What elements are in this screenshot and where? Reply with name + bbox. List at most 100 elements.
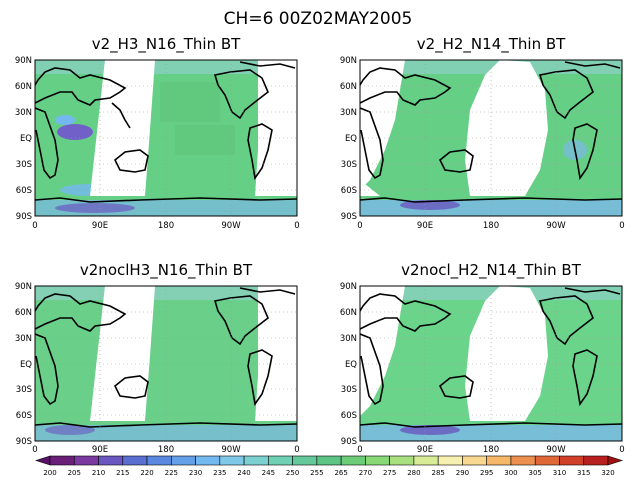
colorbar-label: 275 [383, 469, 396, 477]
lat-tick: 30N [340, 334, 357, 344]
lat-tick: EQ [345, 360, 357, 370]
lon-tick: 0 [619, 221, 624, 231]
lon-tick: 90W [221, 445, 241, 455]
colorbar-box [292, 455, 318, 466]
colorbar-box [583, 455, 609, 466]
colorbar-box [462, 455, 487, 466]
panel-4: v2nocl_H2_N14_Thin BT 90N 60N [340, 261, 625, 455]
colorbar-label: 300 [504, 469, 517, 477]
colorbar-box [122, 455, 148, 466]
colorbar-label: 320 [601, 469, 614, 477]
lat-tick: 60N [15, 308, 32, 318]
plot-frame [359, 59, 623, 217]
orbit-gap [465, 60, 548, 196]
plot-frame [34, 285, 298, 442]
lon-tick: 0 [294, 221, 299, 231]
colorbar-label: 250 [286, 469, 299, 477]
orbit-gap [255, 60, 297, 196]
lon-tick: 90W [221, 221, 241, 231]
panel-1: v2_H3_N16_Thin BT [15, 35, 300, 231]
lon-tick: 0 [32, 221, 37, 231]
lon-tick: 90E [92, 445, 108, 455]
lat-tick: 90S [341, 212, 357, 222]
lon-tick: 0 [357, 221, 362, 231]
colorbar-right-arrow [607, 455, 623, 466]
lat-tick: 30N [15, 108, 32, 118]
colorbar-label: 235 [213, 469, 226, 477]
colorbar-label: 280 [407, 469, 420, 477]
lat-axis: 90N 60N 30N EQ 30S 60S 90S [15, 282, 32, 447]
panel-title: v2_H2_N14_Thin BT [417, 35, 566, 54]
lat-tick: 30S [341, 160, 357, 170]
lat-tick: EQ [20, 134, 32, 144]
lat-tick: 60S [16, 186, 32, 196]
colorbar-label: 265 [334, 469, 347, 477]
colorbar-label: 290 [456, 469, 469, 477]
colorbar-box [49, 455, 75, 466]
land-outlines [360, 61, 622, 203]
lat-tick: 90N [15, 282, 32, 292]
lon-tick: 0 [619, 445, 624, 455]
colorbar-label: 220 [140, 469, 153, 477]
lat-axis: 90N 60N 30N EQ 30S 60S 90S [340, 282, 357, 447]
lat-tick: 90N [340, 282, 357, 292]
lat-tick: 90S [341, 437, 357, 447]
lon-tick: 90W [546, 221, 566, 231]
land-outlines [35, 61, 297, 203]
lon-tick: 90W [546, 445, 566, 455]
colorbar-label: 215 [116, 469, 129, 477]
lat-tick: EQ [20, 360, 32, 370]
panel-2: v2_H2_N14_Thin BT 90N [340, 35, 625, 231]
lon-tick: 0 [294, 445, 299, 455]
orbit-gap [90, 286, 155, 421]
colorbar-label: 240 [237, 469, 250, 477]
lat-tick: 30S [341, 385, 357, 395]
lat-tick: 60S [16, 411, 32, 421]
colorbar-label: 315 [577, 469, 590, 477]
colorbar-box [486, 455, 512, 466]
lon-tick: 180 [158, 445, 174, 455]
orbit-gap [465, 286, 548, 421]
colorbar-label: 225 [165, 469, 178, 477]
colorbar-label: 310 [553, 469, 566, 477]
colorbar-label: 210 [92, 469, 105, 477]
lon-tick: 90E [417, 445, 433, 455]
plot-frame [359, 285, 623, 442]
colorbar-box [171, 455, 196, 466]
lon-axis: 0 90E 180 90W 0 [357, 221, 624, 231]
lat-tick: 90S [16, 212, 32, 222]
panel-title: v2_H3_N16_Thin BT [92, 35, 241, 54]
orbit-gap [90, 60, 155, 196]
lat-axis: 90N 60N 30N EQ 30S 60S 90S [15, 56, 32, 222]
colorbar-label: 205 [68, 469, 81, 477]
colorbar-label: 245 [262, 469, 275, 477]
lon-axis: 0 90E 180 90W 0 [32, 221, 299, 231]
lon-tick: 180 [483, 221, 499, 231]
colorbar-box [268, 455, 293, 466]
lon-tick: 90E [92, 221, 108, 231]
colorbar-label: 200 [43, 469, 56, 477]
colorbar-box [219, 455, 245, 466]
colorbar-box [340, 455, 366, 466]
lat-tick: 90S [16, 437, 32, 447]
panel-title: v2noclH3_N16_Thin BT [80, 261, 253, 280]
colorbar-box [195, 455, 221, 466]
lat-tick: 30N [340, 108, 357, 118]
colorbar-box [389, 455, 415, 466]
colorbar-box [413, 455, 439, 466]
colorbar-box [534, 455, 560, 466]
colorbar-left-arrow [35, 455, 51, 466]
lat-tick: EQ [345, 134, 357, 144]
lon-axis: 0 90E 180 90W 0 [32, 445, 299, 455]
colorbar-label: 295 [480, 469, 493, 477]
colorbar-box [510, 455, 536, 466]
lon-tick: 180 [158, 221, 174, 231]
lat-tick: 30S [16, 385, 32, 395]
panel-3: v2noclH3_N16_Thin BT 90N 60N 3 [15, 261, 300, 455]
cold-core [57, 124, 93, 140]
colorbar-label: 255 [310, 469, 323, 477]
swath-field [35, 286, 297, 441]
colorbar-label: 270 [359, 469, 372, 477]
colorbar-box [146, 455, 172, 466]
